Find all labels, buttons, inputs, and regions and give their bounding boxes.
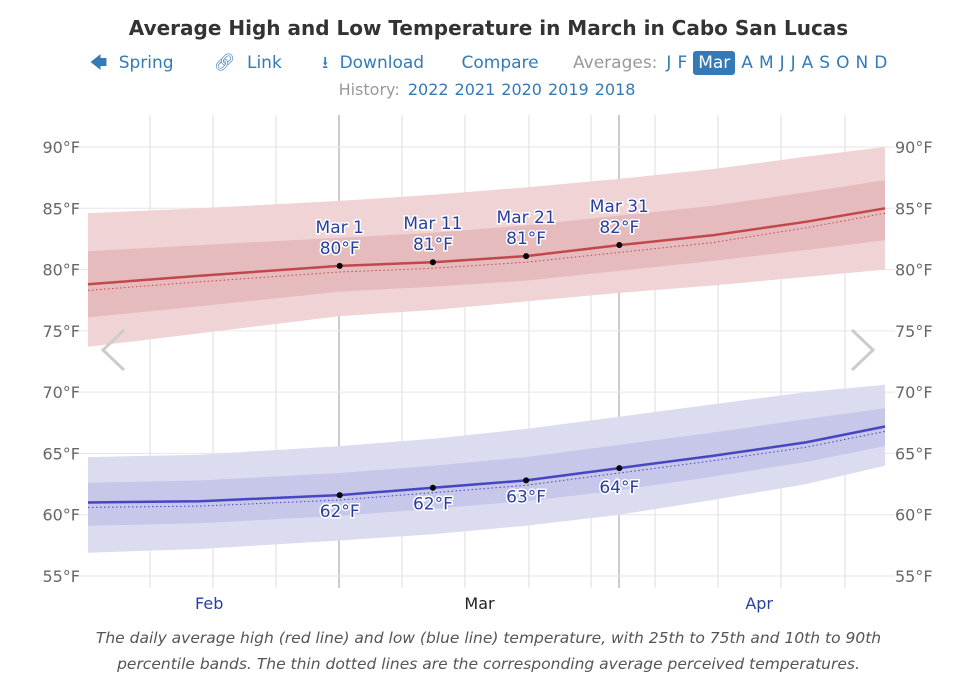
y-tick-right: 65°F bbox=[895, 444, 933, 463]
month-link-0[interactable]: J bbox=[666, 53, 672, 73]
month-link-11[interactable]: D bbox=[874, 53, 888, 73]
marker-date: Mar 31 bbox=[590, 197, 649, 217]
data-point bbox=[429, 484, 436, 491]
temperature-chart: 55°F 55°F 60°F 60°F 65°F 65°F 70°F 70°F 75°F 75°F… bbox=[42, 115, 933, 613]
y-tick-left: 60°F bbox=[42, 506, 80, 525]
nav-bar: 🡄 Spring 🔗︎ Link ⭳ Download Compare Aver… bbox=[0, 50, 977, 79]
chevron-left-icon[interactable] bbox=[100, 328, 126, 372]
chart-caption: The daily average high (red line) and lo… bbox=[95, 629, 882, 673]
month-link-2[interactable]: Mar bbox=[693, 51, 736, 75]
marker-date: Mar 11 bbox=[403, 214, 462, 234]
y-tick-right: 90°F bbox=[895, 138, 933, 157]
y-tick-left: 70°F bbox=[42, 383, 80, 402]
y-tick-right: 75°F bbox=[895, 322, 933, 341]
y-tick-right: 55°F bbox=[895, 567, 933, 586]
history-bar: History: 2022 2021 2020 2019 2018 bbox=[0, 80, 977, 99]
history-year-link[interactable]: 2019 bbox=[547, 80, 589, 99]
data-point bbox=[336, 262, 343, 269]
data-point bbox=[616, 465, 623, 472]
y-tick-left: 55°F bbox=[42, 567, 80, 586]
y-tick-right: 80°F bbox=[895, 261, 933, 280]
link-button[interactable]: 🔗︎ Link bbox=[211, 53, 285, 73]
data-point bbox=[429, 259, 436, 266]
download-button[interactable]: ⭳ Download bbox=[319, 53, 427, 73]
link-label: Link bbox=[246, 53, 282, 73]
marker-value: 62°F bbox=[320, 502, 360, 522]
marker-value: 81°F bbox=[413, 235, 453, 255]
download-label: Download bbox=[339, 53, 425, 73]
history-year-link[interactable]: 2020 bbox=[501, 80, 542, 99]
month-link-7[interactable]: A bbox=[801, 53, 814, 73]
month-link-10[interactable]: N bbox=[855, 53, 869, 73]
month-link-1[interactable]: F bbox=[677, 53, 688, 73]
y-tick-left: 85°F bbox=[42, 199, 80, 218]
history-year-link[interactable]: 2022 bbox=[407, 80, 449, 99]
x-tick-label: Feb bbox=[195, 594, 223, 613]
y-tick-left: 80°F bbox=[42, 261, 80, 280]
month-link-3[interactable]: A bbox=[741, 53, 753, 73]
data-point bbox=[523, 253, 530, 260]
arrow-left-icon: 🡄 bbox=[89, 53, 108, 73]
month-link-4[interactable]: M bbox=[758, 53, 774, 73]
marker-value: 82°F bbox=[599, 218, 639, 238]
data-point bbox=[616, 242, 623, 249]
x-tick-label: Mar bbox=[464, 594, 495, 613]
x-tick-label: Apr bbox=[745, 594, 773, 613]
marker-value: 80°F bbox=[320, 239, 360, 259]
high-feels-like-line bbox=[87, 212, 886, 291]
y-tick-left: 65°F bbox=[42, 444, 80, 463]
link-icon: 🔗︎ bbox=[213, 53, 236, 73]
history-year-link[interactable]: 2018 bbox=[594, 80, 636, 99]
spring-label: Spring bbox=[118, 53, 174, 73]
marker-value: 81°F bbox=[506, 229, 546, 249]
month-link-6[interactable]: J bbox=[790, 53, 796, 73]
averages-label: Averages: bbox=[573, 53, 658, 73]
y-tick-right: 60°F bbox=[895, 506, 933, 525]
y-tick-left: 90°F bbox=[42, 138, 80, 157]
y-tick-left: 75°F bbox=[42, 322, 80, 341]
high-band-25-75 bbox=[88, 180, 885, 318]
marker-value: 64°F bbox=[599, 478, 639, 498]
spring-link[interactable]: 🡄 Spring bbox=[87, 53, 177, 73]
chart-title: Average High and Low Temperature in Marc… bbox=[128, 16, 849, 40]
marker-date: Mar 21 bbox=[497, 208, 556, 228]
data-point bbox=[523, 477, 530, 484]
marker-value: 62°F bbox=[413, 495, 453, 515]
compare-link[interactable]: Compare bbox=[461, 53, 539, 73]
y-tick-right: 70°F bbox=[895, 383, 933, 402]
marker-date: Mar 1 bbox=[316, 218, 364, 238]
data-point bbox=[336, 492, 343, 499]
month-link-5[interactable]: J bbox=[779, 53, 785, 73]
chevron-right-icon[interactable] bbox=[850, 328, 876, 372]
history-label: History: bbox=[338, 80, 400, 99]
month-link-8[interactable]: S bbox=[819, 53, 831, 73]
history-year-link[interactable]: 2021 bbox=[454, 80, 496, 99]
download-icon: ⭳ bbox=[322, 53, 329, 73]
month-link-9[interactable]: O bbox=[836, 53, 850, 73]
y-tick-right: 85°F bbox=[895, 199, 933, 218]
marker-value: 63°F bbox=[506, 487, 546, 507]
